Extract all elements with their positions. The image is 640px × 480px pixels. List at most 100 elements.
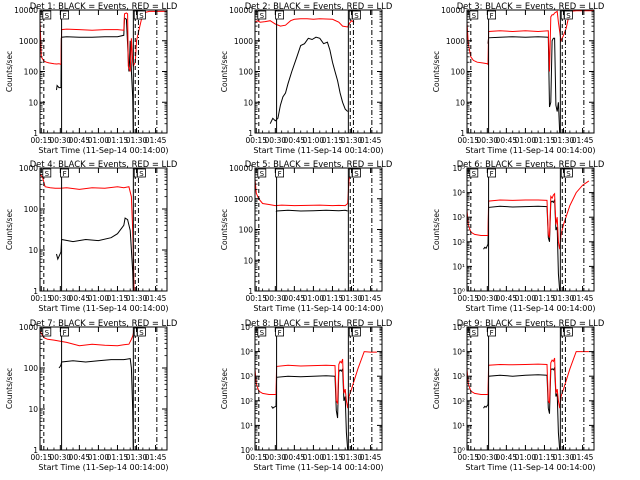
x-tick-label: 01:00 [515,453,537,462]
y-tick-label: 10 [28,405,38,414]
lld-series-line [467,10,594,72]
x-tick-label: 01:30 [341,294,363,303]
lld-series-line [40,174,135,291]
y-tick-label: 10⁵ [452,164,465,173]
y-tick-label: 100 [239,226,254,235]
event-marker-box [564,10,573,20]
y-tick-label: 10³ [452,372,465,381]
panel-title: Det 8: BLACK = Events, RED = LLD [245,318,393,328]
event-marker-box [42,168,52,178]
event-marker-box [352,168,361,178]
y-tick-label: 1000 [234,37,253,46]
x-tick-label: 00:45 [496,453,518,462]
events-series-line [56,217,134,291]
x-tick-label: 00:45 [284,453,306,462]
event-marker-box [469,10,479,20]
event-marker-label: S [354,170,359,178]
event-marker-label: S [139,12,144,20]
detector-panel-1: Det 1: BLACK = Events, RED = LLDSFES1101… [5,1,177,155]
y-tick-label: 1000 [19,37,38,46]
y-tick-label: 1000 [234,195,253,204]
x-tick-label: 01:30 [553,136,575,145]
x-axis-label: Start Time (11-Sep-14 00:14:00) [38,463,168,472]
y-tick-label: 10¹ [452,421,465,430]
x-tick-label: 01:45 [572,136,594,145]
x-tick-label: 01:45 [360,294,382,303]
event-marker-label: S [260,12,265,20]
y-tick-label: 10 [243,256,253,265]
x-tick-label: 00:30 [265,136,287,145]
x-tick-label: 01:45 [360,453,382,462]
x-tick-label: 01:15 [322,453,344,462]
y-tick-label: 10 [28,98,38,107]
event-marker-box [564,327,573,337]
panel-title: Det 9: BLACK = Events, RED = LLD [457,318,605,328]
y-tick-label: 10000 [14,6,38,15]
event-marker-label: S [354,329,359,337]
events-series-line [487,36,561,133]
plot-frame [39,167,168,292]
panel-title: Det 4: BLACK = Events, RED = LLD [30,159,178,169]
event-marker-label: F [278,12,282,20]
event-marker-label: S [354,12,359,20]
x-axis-label: Start Time (11-Sep-14 00:14:00) [38,146,168,155]
x-tick-label: 00:15 [30,294,52,303]
y-tick-label: 100 [24,205,39,214]
x-tick-label: 01:45 [145,453,167,462]
detector-panel-2: Det 2: BLACK = Events, RED = LLDSFES1101… [220,1,392,155]
event-marker-box [257,168,267,178]
x-tick-label: 01:30 [126,294,148,303]
event-marker-label: S [566,170,571,178]
y-tick-label: 1000 [19,164,38,173]
detector-panel-4: Det 4: BLACK = Events, RED = LLDSFES1101… [5,159,177,313]
plot-frame [254,326,383,451]
x-tick-label: 01:15 [534,453,556,462]
lld-series-line [40,328,136,347]
x-tick-label: 00:45 [496,136,518,145]
y-tick-label: 10000 [229,6,253,15]
x-tick-label: 00:30 [477,453,499,462]
x-tick-label: 01:45 [572,453,594,462]
detector-panel-9: Det 9: BLACK = Events, RED = LLDSFES10⁰1… [432,318,604,472]
plot-frame [39,326,168,451]
lld-series-line [255,168,353,207]
panel-title: Det 1: BLACK = Events, RED = LLD [30,1,178,11]
x-tick-label: 01:00 [88,136,110,145]
y-tick-label: 10⁰ [452,287,465,296]
y-axis-label: Counts/sec [5,51,14,92]
event-marker-box [137,10,146,20]
x-tick-label: 01:45 [572,294,594,303]
x-tick-label: 01:15 [322,136,344,145]
x-tick-label: 00:30 [477,294,499,303]
detector-panel-3: Det 3: BLACK = Events, RED = LLDSFES1101… [432,1,604,155]
panel-grid: Det 1: BLACK = Events, RED = LLDSFES1101… [5,1,604,472]
x-tick-label: 01:00 [515,294,537,303]
x-tick-label: 01:00 [88,453,110,462]
x-tick-label: 00:45 [284,136,306,145]
x-tick-label: 00:15 [30,136,52,145]
lld-series-line [40,10,167,72]
event-marker-label: S [472,12,477,20]
x-axis-label: Start Time (11-Sep-14 00:14:00) [465,304,595,313]
x-tick-label: 00:15 [457,294,479,303]
x-tick-label: 00:45 [496,294,518,303]
x-tick-label: 01:30 [553,453,575,462]
y-tick-label: 10³ [240,372,253,381]
y-tick-label: 10⁴ [452,348,465,357]
x-tick-label: 00:30 [50,136,72,145]
y-tick-label: 10¹ [452,262,465,271]
event-marker-label: F [278,170,282,178]
y-tick-label: 10⁴ [240,348,253,357]
y-tick-label: 10000 [441,6,465,15]
x-axis-label: Start Time (11-Sep-14 00:14:00) [253,146,383,155]
x-tick-label: 01:30 [341,136,363,145]
y-tick-label: 10 [455,98,465,107]
y-tick-label: 1 [33,287,38,296]
event-marker-box [469,168,479,178]
x-axis-label: Start Time (11-Sep-14 00:14:00) [253,304,383,313]
event-marker-label: S [45,170,50,178]
event-marker-box [352,10,361,20]
event-marker-box [352,327,361,337]
event-marker-label: F [63,12,67,20]
